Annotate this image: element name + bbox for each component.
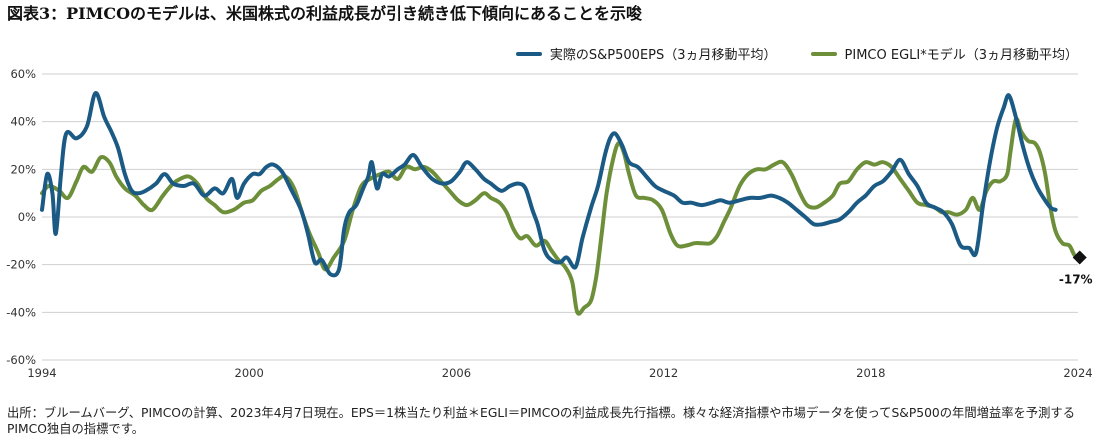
- y-tick-label: -20%: [6, 258, 36, 272]
- legend-label-egli: PIMCO EGLI*モデル（3ヵ月移動平均）: [844, 48, 1078, 63]
- series-line-eps: [40, 91, 1058, 278]
- x-tick-label: 2012: [649, 366, 678, 380]
- y-tick-label: 20%: [10, 162, 36, 176]
- legend-swatch-eps: [515, 51, 542, 56]
- y-tick-label: 60%: [10, 67, 36, 81]
- y-tick-label: -40%: [6, 305, 36, 319]
- x-tick-label: 2000: [235, 366, 264, 380]
- series-line-egli: [40, 116, 1082, 316]
- x-tick-label: 2018: [856, 366, 885, 380]
- chart-legend: 実際のS&P500EPS（3ヵ月移動平均） PIMCO EGLI*モデル（3ヵ月…: [515, 44, 1078, 63]
- x-tick-label: 2006: [442, 366, 471, 380]
- x-tick-label: 2024: [1063, 366, 1092, 380]
- endpoint-diamond-marker: [1072, 250, 1087, 265]
- legend-item-eps: 実際のS&P500EPS（3ヵ月移動平均）: [515, 44, 777, 63]
- y-tick-label: 0%: [18, 210, 36, 224]
- y-tick-label: 40%: [10, 115, 36, 129]
- source-note: 出所：ブルームバーグ、PIMCOの計算、2023年4月7日現在。EPS＝1株当た…: [7, 406, 1075, 436]
- endpoint-value-label: -17%: [1059, 273, 1093, 287]
- x-tick-label: 1994: [27, 366, 56, 380]
- legend-swatch-egli: [810, 51, 837, 56]
- y-tick-label: -60%: [6, 353, 36, 367]
- chart-title: 図表3：PIMCOのモデルは、米国株式の利益成長が引き続き低下傾向にあることを示…: [7, 4, 643, 23]
- legend-label-eps: 実際のS&P500EPS（3ヵ月移動平均）: [549, 48, 777, 63]
- legend-item-egli: PIMCO EGLI*モデル（3ヵ月移動平均）: [810, 44, 1078, 63]
